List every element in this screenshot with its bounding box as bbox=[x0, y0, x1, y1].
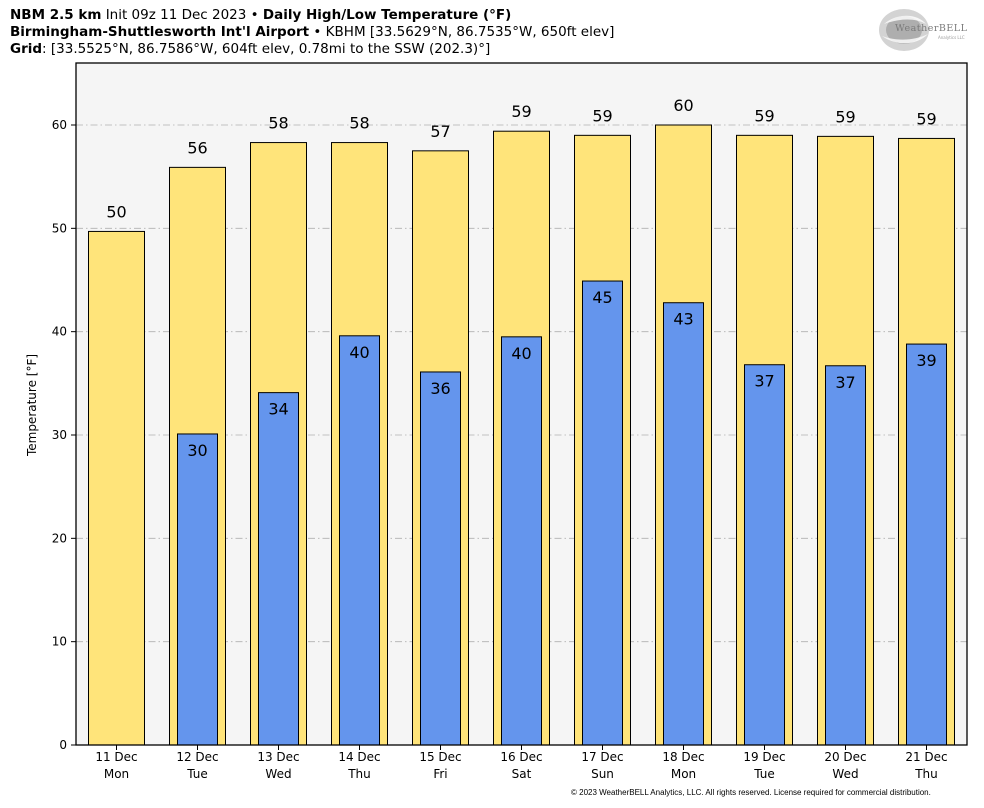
x-tick-day: Wed bbox=[265, 767, 291, 781]
x-tick-day: Wed bbox=[832, 767, 858, 781]
low-bar bbox=[501, 336, 542, 746]
y-tick-label: 10 bbox=[52, 635, 67, 649]
high-value-label: 59 bbox=[511, 102, 531, 121]
low-bar bbox=[177, 433, 218, 746]
high-value-label: 59 bbox=[835, 107, 855, 126]
high-value-label: 56 bbox=[187, 138, 207, 157]
x-tick-date: 17 Dec bbox=[581, 750, 623, 764]
y-tick-label: 50 bbox=[52, 221, 67, 235]
high-value-label: 60 bbox=[673, 96, 693, 115]
high-value-label: 57 bbox=[430, 122, 450, 141]
grid-info: : [33.5525°N, 86.7586°W, 604ft elev, 0.7… bbox=[42, 41, 491, 57]
high-value-label: 59 bbox=[592, 106, 612, 125]
station-line: Birmingham-Shuttlesworth Int'l Airport •… bbox=[10, 24, 614, 41]
low-bar bbox=[258, 392, 299, 746]
low-bar bbox=[906, 343, 947, 746]
x-tick-day: Sun bbox=[591, 767, 614, 781]
logo-icon bbox=[879, 9, 929, 51]
x-tick-day: Fri bbox=[433, 767, 447, 781]
low-value-label: 36 bbox=[430, 379, 450, 398]
low-bar bbox=[582, 280, 623, 746]
low-value-label: 37 bbox=[754, 372, 774, 391]
logo-sub: Analytics LLC bbox=[938, 35, 965, 40]
low-bar bbox=[663, 302, 704, 746]
low-bar bbox=[825, 365, 866, 746]
title-line: NBM 2.5 km Init 09z 11 Dec 2023 • Daily … bbox=[10, 7, 511, 24]
y-tick-label: 60 bbox=[52, 118, 67, 132]
low-value-label: 30 bbox=[187, 441, 207, 460]
low-bar bbox=[744, 364, 785, 746]
high-value-label: 59 bbox=[916, 109, 936, 128]
station-name: Birmingham-Shuttlesworth Int'l Airport bbox=[10, 24, 310, 40]
high-value-label: 58 bbox=[268, 114, 288, 133]
high-bar bbox=[88, 230, 145, 746]
x-tick-date: 15 Dec bbox=[419, 750, 461, 764]
grid-label: Grid bbox=[10, 41, 43, 57]
low-bar bbox=[420, 371, 461, 746]
x-tick-day: Thu bbox=[347, 767, 371, 781]
low-value-label: 43 bbox=[673, 310, 693, 329]
separator: • bbox=[313, 24, 322, 40]
grid-line: Grid: [33.5525°N, 86.7586°W, 604ft elev,… bbox=[10, 41, 490, 58]
low-value-label: 37 bbox=[835, 373, 855, 392]
x-axis: 11 Dec Mon 12 Dec Tue 13 Dec Wed 14 Dec Thu 15 D… bbox=[95, 745, 948, 781]
x-tick-date: 16 Dec bbox=[500, 750, 542, 764]
x-tick-day: Mon bbox=[671, 767, 696, 781]
model-name: NBM 2.5 km bbox=[10, 7, 102, 23]
bars: 50 56 30 58 34 58 40 57 36 59 40 59 45 60 43 59 37 59 37 59… bbox=[88, 96, 955, 746]
y-axis: 0 10 20 30 40 50 60 bbox=[52, 118, 76, 752]
separator: • bbox=[250, 7, 259, 23]
y-tick-label: 0 bbox=[59, 738, 67, 752]
low-value-label: 40 bbox=[349, 343, 369, 362]
x-tick-day: Tue bbox=[753, 767, 775, 781]
copyright-footer: © 2023 WeatherBELL Analytics, LLC. All r… bbox=[571, 788, 931, 797]
x-tick-day: Tue bbox=[186, 767, 208, 781]
y-tick-label: 40 bbox=[52, 325, 67, 339]
x-tick-day: Sat bbox=[512, 767, 532, 781]
high-value-label: 50 bbox=[106, 202, 126, 221]
y-tick-label: 20 bbox=[52, 531, 67, 545]
x-tick-date: 19 Dec bbox=[743, 750, 785, 764]
low-value-label: 45 bbox=[592, 288, 612, 307]
low-value-label: 40 bbox=[511, 344, 531, 363]
logo-name: WeatherBELL bbox=[895, 23, 968, 34]
x-tick-date: 18 Dec bbox=[662, 750, 704, 764]
x-tick-date: 14 Dec bbox=[338, 750, 380, 764]
x-tick-date: 13 Dec bbox=[257, 750, 299, 764]
x-tick-date: 12 Dec bbox=[176, 750, 218, 764]
y-tick-label: 30 bbox=[52, 428, 67, 442]
x-tick-date: 20 Dec bbox=[824, 750, 866, 764]
x-tick-date: 11 Dec bbox=[95, 750, 137, 764]
x-tick-date: 21 Dec bbox=[905, 750, 947, 764]
product-title: Daily High/Low Temperature (°F) bbox=[262, 7, 512, 23]
high-value-label: 59 bbox=[754, 106, 774, 125]
x-tick-day: Thu bbox=[914, 767, 938, 781]
low-bar bbox=[339, 335, 380, 746]
low-value-label: 39 bbox=[916, 351, 936, 370]
x-tick-day: Mon bbox=[104, 767, 129, 781]
high-value-label: 58 bbox=[349, 114, 369, 133]
low-value-label: 34 bbox=[268, 400, 288, 419]
y-axis-label: Temperature [°F] bbox=[25, 354, 39, 457]
init-time: Init 09z 11 Dec 2023 bbox=[105, 7, 247, 23]
station-info: KBHM [33.5629°N, 86.7535°W, 650ft elev] bbox=[325, 24, 615, 40]
